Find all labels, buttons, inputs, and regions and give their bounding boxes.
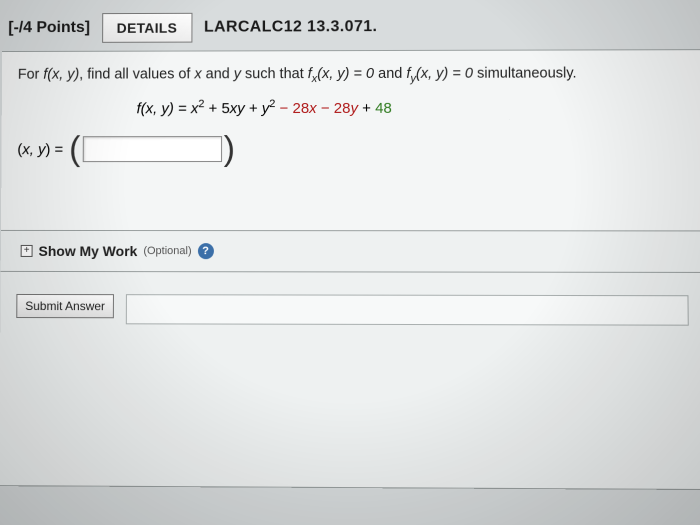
- answer-input[interactable]: [82, 137, 221, 163]
- points-label: [-/4 Points]: [8, 19, 90, 37]
- eq-p1: + 5: [204, 101, 229, 118]
- scratch-area[interactable]: [126, 294, 689, 326]
- instr-and2: and: [374, 66, 406, 82]
- eq-lhs: f(x, y) =: [137, 101, 191, 118]
- help-icon[interactable]: ?: [198, 243, 214, 259]
- instruction-text: For f(x, y), find all values of x and y …: [18, 62, 687, 89]
- problem-code: LARCALC12 13.3.071.: [204, 18, 377, 36]
- eq-p2: +: [245, 101, 262, 118]
- instr-y: y: [234, 66, 241, 82]
- answer-row: (x, y) = ( ): [17, 135, 687, 164]
- optional-label: (Optional): [143, 245, 191, 257]
- paren-close-icon: ): [224, 136, 235, 164]
- equation: f(x, y) = x2 + 5xy + y2 − 28x − 28y + 48: [137, 98, 687, 118]
- eq-x2b: x: [191, 101, 199, 118]
- eq-m1: − 28: [275, 101, 309, 118]
- instr-fxy: f(x, y): [43, 67, 79, 83]
- details-button[interactable]: DETAILS: [102, 13, 192, 43]
- eq-xy: xy: [230, 101, 245, 118]
- problem-body: For f(x, y), find all values of x and y …: [1, 49, 700, 230]
- answer-label: (x, y) =: [17, 141, 63, 158]
- submit-answer-button[interactable]: Submit Answer: [16, 294, 114, 318]
- expand-icon: +: [21, 245, 33, 257]
- instr-tail: simultaneously.: [473, 65, 577, 81]
- instr-mid: , find all values of: [79, 66, 194, 82]
- eq-p3: +: [358, 100, 375, 117]
- instr-prefix: For: [18, 67, 44, 83]
- instr-and: and: [202, 66, 234, 82]
- show-work-label: Show My Work: [38, 243, 137, 259]
- instr-fy-args: (x, y) = 0: [416, 66, 473, 82]
- eq-yneg: y: [350, 100, 358, 117]
- question-header: [-/4 Points] DETAILS LARCALC12 13.3.071.: [2, 11, 700, 51]
- show-my-work-toggle[interactable]: + Show My Work (Optional) ?: [1, 230, 700, 273]
- eq-const: 48: [375, 100, 392, 117]
- ans-close: ) =: [45, 141, 63, 158]
- instr-fx-args: (x, y) = 0: [317, 66, 374, 82]
- eq-m2: − 28: [317, 100, 351, 117]
- eq-xneg: x: [309, 100, 317, 117]
- ans-xy: x, y: [22, 141, 45, 158]
- submit-area: Submit Answer: [0, 272, 700, 490]
- paren-open-icon: (: [69, 136, 80, 164]
- question-container: [-/4 Points] DETAILS LARCALC12 13.3.071.…: [0, 0, 700, 490]
- instr-such: such that: [241, 66, 308, 82]
